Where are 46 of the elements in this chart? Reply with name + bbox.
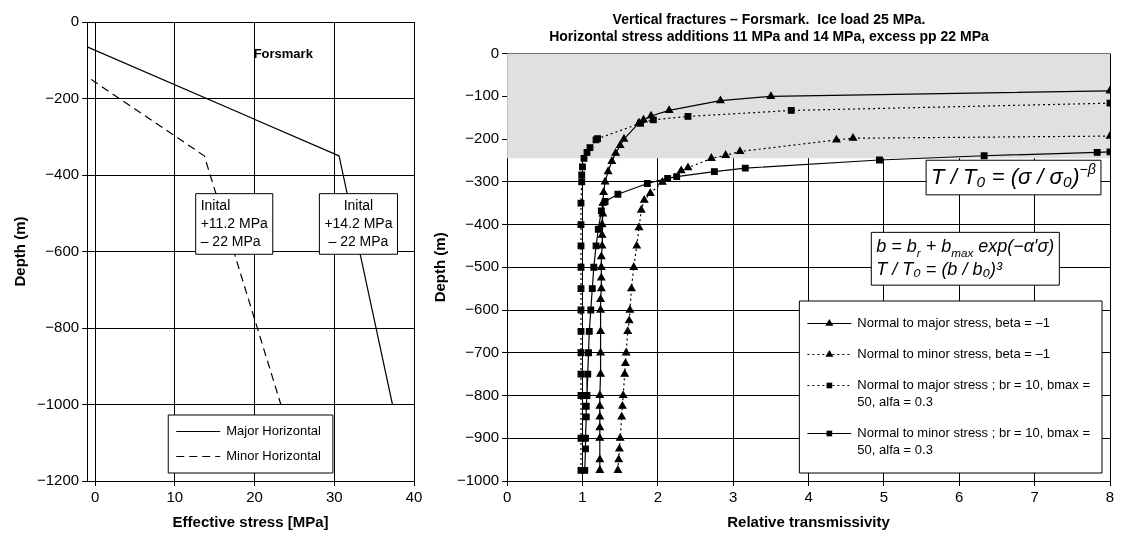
y-tick-label: −600 [45, 241, 80, 259]
y-tick-label: −700 [465, 342, 500, 360]
y-tick-label: −1000 [456, 471, 500, 489]
annotation: Forsmark [253, 45, 314, 61]
annotation: Inital +14.2 MPa – 22 MPa [324, 196, 393, 250]
y-tick-label: −400 [465, 214, 500, 232]
y-axis-title: Depth (m) [431, 232, 449, 303]
legend-label: Normal to major stress, beta = –1 [857, 315, 1050, 331]
legend-label: Major Horizontal [226, 423, 321, 439]
y-tick-label: −200 [45, 88, 80, 106]
y-tick-label: 0 [490, 43, 500, 61]
annotation: Inital +11.2 MPa – 22 MPa [200, 196, 268, 250]
x-tick-label: 10 [166, 488, 184, 506]
x-axis-title: Effective stress [MPa] [172, 513, 329, 531]
legend-label: Normal to minor stress, beta = –1 [857, 346, 1050, 362]
x-tick-label: 5 [879, 488, 889, 506]
x-tick-label: 7 [1030, 488, 1039, 506]
y-tick-label: −800 [45, 318, 80, 336]
y-tick-label: −300 [465, 171, 500, 189]
x-tick-label: 0 [502, 488, 512, 506]
y-tick-label: −400 [45, 165, 80, 183]
y-tick-label: −800 [465, 385, 500, 403]
y-axis-title: Depth (m) [11, 216, 29, 287]
y-tick-label: −600 [465, 300, 500, 318]
x-tick-label: 3 [729, 488, 738, 506]
legend-label: Normal to minor stress ; br = 10, bmax = 50, alfa = 0.3 [857, 425, 1091, 458]
x-tick-label: 0 [90, 488, 100, 506]
x-tick-label: 30 [325, 488, 343, 506]
x-tick-label: 8 [1105, 488, 1115, 506]
legend-label: Minor Horizontal [226, 448, 321, 464]
x-tick-label: 40 [405, 488, 423, 506]
y-tick-label: −900 [465, 428, 500, 446]
legend-label: Normal to major stress ; br = 10, bmax = 50, alfa = 0.3 [857, 377, 1091, 410]
x-tick-label: 1 [578, 488, 587, 506]
x-tick-label: 2 [653, 488, 663, 506]
y-tick-label: −1200 [36, 471, 80, 489]
y-tick-label: 0 [70, 12, 80, 30]
chart-title: Vertical fractures – Forsmark. Ice load 25 MPa. Horizontal stress additions 11 MPa and 14 MPa, excess pp 22 MPa [549, 11, 990, 45]
y-tick-label: −200 [465, 129, 500, 147]
y-tick-label: −1000 [36, 394, 80, 412]
x-tick-label: 20 [246, 488, 263, 506]
x-axis-title: Relative transmissivity [727, 513, 891, 531]
y-tick-label: −500 [465, 257, 500, 275]
y-tick-label: −100 [465, 86, 500, 104]
x-tick-label: 6 [955, 488, 964, 506]
x-tick-label: 4 [804, 488, 813, 506]
